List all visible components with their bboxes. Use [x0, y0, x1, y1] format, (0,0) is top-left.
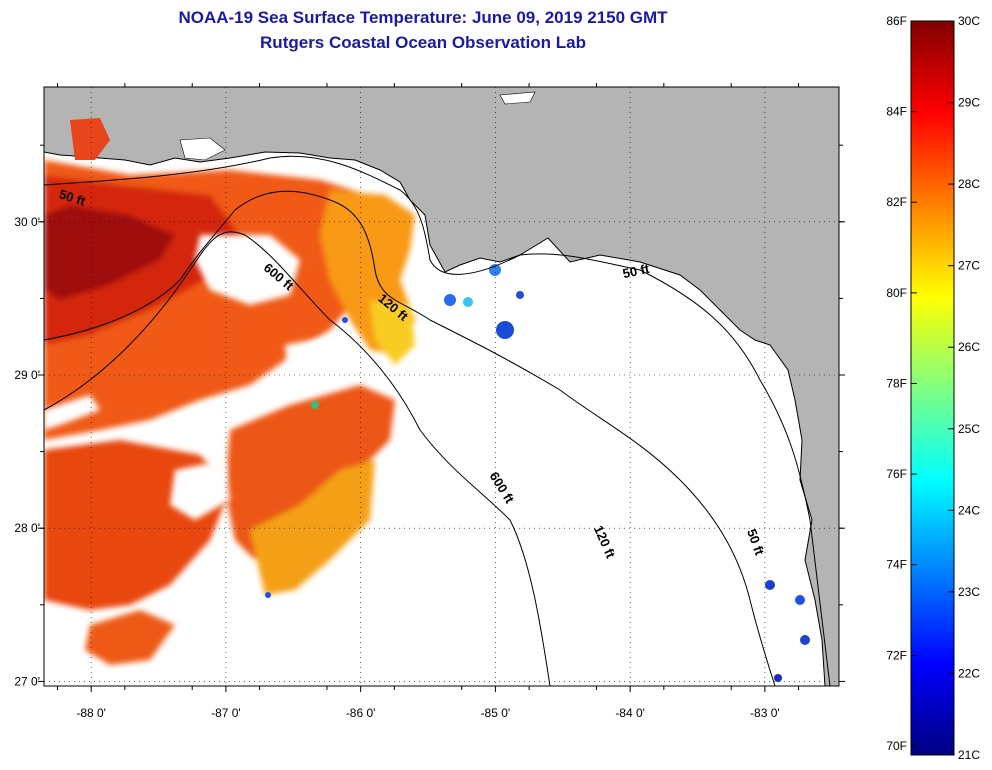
sst-patch-hot-core — [44, 205, 175, 300]
cb-label-fahrenheit: 74F — [886, 558, 907, 572]
cb-label-fahrenheit: 84F — [886, 105, 907, 119]
cb-label-celsius: 22C — [958, 666, 980, 680]
cb-label-celsius: 28C — [958, 177, 980, 191]
cb-label-fahrenheit: 70F — [886, 739, 907, 753]
map-subtitle: Rutgers Coastal Ocean Observation Lab — [260, 33, 586, 52]
lat-tick-label: 28 0' — [14, 521, 40, 535]
lat-tick-label: 27 0' — [14, 674, 40, 688]
axis-ticks — [38, 83, 845, 692]
cb-label-celsius: 27C — [958, 259, 980, 273]
cloud-gap-3 — [44, 395, 100, 430]
axis-tick-labels: -88 0' -87 0' -86 0' -85 0' -84 0' -83 0' 27 0… — [14, 215, 779, 720]
lon-tick-label: -85 0' — [481, 706, 511, 720]
pensacola-bay — [179, 137, 226, 161]
cb-label-celsius: 21C — [958, 748, 980, 762]
map-title: NOAA-19 Sea Surface Temperature: June 09… — [178, 8, 668, 27]
sst-patch-center-yellow — [250, 460, 375, 595]
lat-tick-label: 29 0' — [14, 368, 40, 382]
sst-patch-center — [225, 385, 395, 560]
cb-label-celsius: 25C — [958, 422, 980, 436]
colorbar: 30C 29C 28C 27C 26C 25C 24C 23C 22C 21C 86F 84F 82F 8… — [886, 14, 980, 762]
contour-50ft — [44, 155, 831, 686]
sst-patch-yellow-shelf — [370, 300, 415, 365]
cb-label-celsius: 30C — [958, 14, 980, 28]
cb-label-fahrenheit: 78F — [886, 376, 907, 390]
map-frame — [43, 86, 840, 687]
cloud-gap-2 — [285, 335, 360, 385]
sst-patch-south-1 — [85, 610, 175, 665]
cb-label-celsius: 26C — [958, 340, 980, 354]
lon-tick-label: -83 0' — [750, 706, 780, 720]
depth-contours — [44, 155, 831, 686]
cloud-gap-1 — [195, 235, 300, 305]
cb-label-celsius: 23C — [958, 585, 980, 599]
cb-label-fahrenheit: 86F — [886, 14, 907, 28]
lon-tick-label: -86 0' — [346, 706, 376, 720]
colorbar-ticks — [911, 20, 954, 756]
contour-label-50-east: 50 ft — [621, 261, 651, 281]
cb-label-fahrenheit: 82F — [886, 195, 907, 209]
cb-label-celsius: 29C — [958, 96, 980, 110]
mobile-bay — [70, 118, 110, 160]
lon-tick-label: -84 0' — [615, 706, 645, 720]
cb-label-fahrenheit: 80F — [886, 286, 907, 300]
colorbar-gradient — [910, 20, 955, 756]
cb-label-celsius: 24C — [958, 503, 980, 517]
lon-tick-label: -88 0' — [76, 706, 106, 720]
colorbar-labels: 30C 29C 28C 27C 26C 25C 24C 23C 22C 21C 86F 84F 82F 8… — [886, 14, 980, 762]
contour-120ft — [44, 190, 776, 686]
cb-label-fahrenheit: 76F — [886, 467, 907, 481]
inland-lake — [499, 91, 536, 105]
lon-tick-label: -87 0' — [211, 706, 241, 720]
cloud-gap-4 — [170, 460, 230, 520]
lat-tick-label: 30 0' — [14, 215, 40, 229]
cb-label-fahrenheit: 72F — [886, 648, 907, 662]
contour-600ft — [44, 231, 551, 686]
